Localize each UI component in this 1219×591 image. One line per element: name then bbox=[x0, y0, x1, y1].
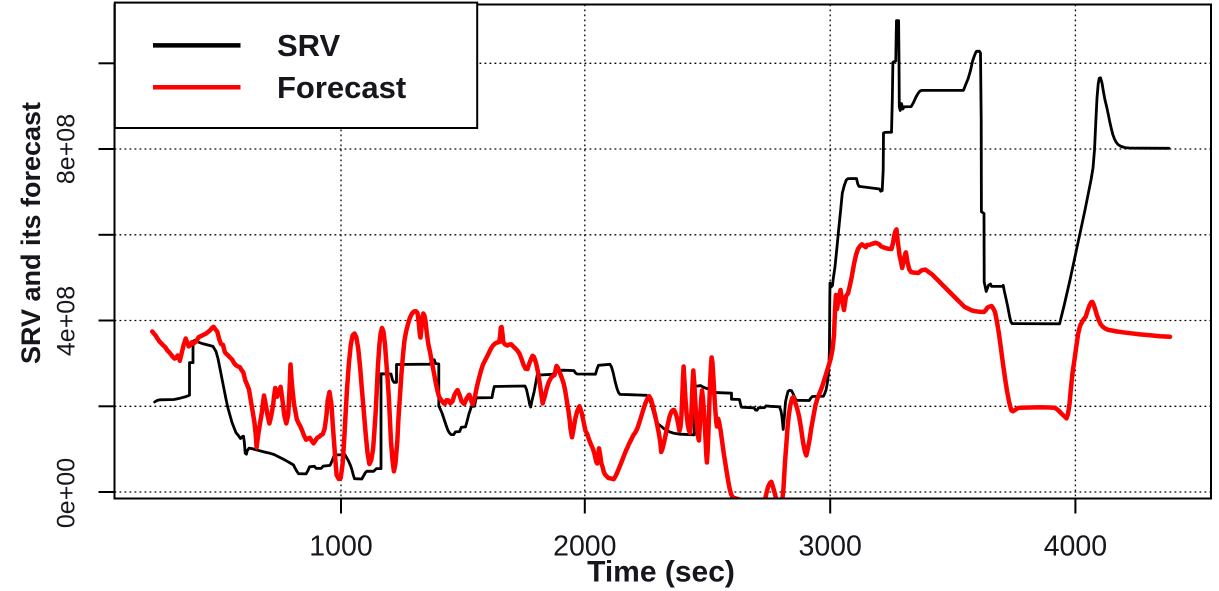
svg-text:SRV and its forecast: SRV and its forecast bbox=[16, 102, 46, 364]
svg-text:SRV: SRV bbox=[277, 28, 341, 63]
svg-text:4e+08: 4e+08 bbox=[53, 286, 81, 356]
svg-text:Forecast: Forecast bbox=[277, 70, 406, 105]
svg-text:0e+00: 0e+00 bbox=[53, 458, 81, 528]
svg-text:4000: 4000 bbox=[1044, 531, 1107, 563]
svg-text:3000: 3000 bbox=[798, 531, 861, 563]
svg-text:2000: 2000 bbox=[553, 531, 616, 563]
svg-text:Time (sec): Time (sec) bbox=[587, 556, 735, 589]
svg-text:8e+08: 8e+08 bbox=[53, 114, 81, 184]
svg-text:1000: 1000 bbox=[309, 531, 372, 563]
